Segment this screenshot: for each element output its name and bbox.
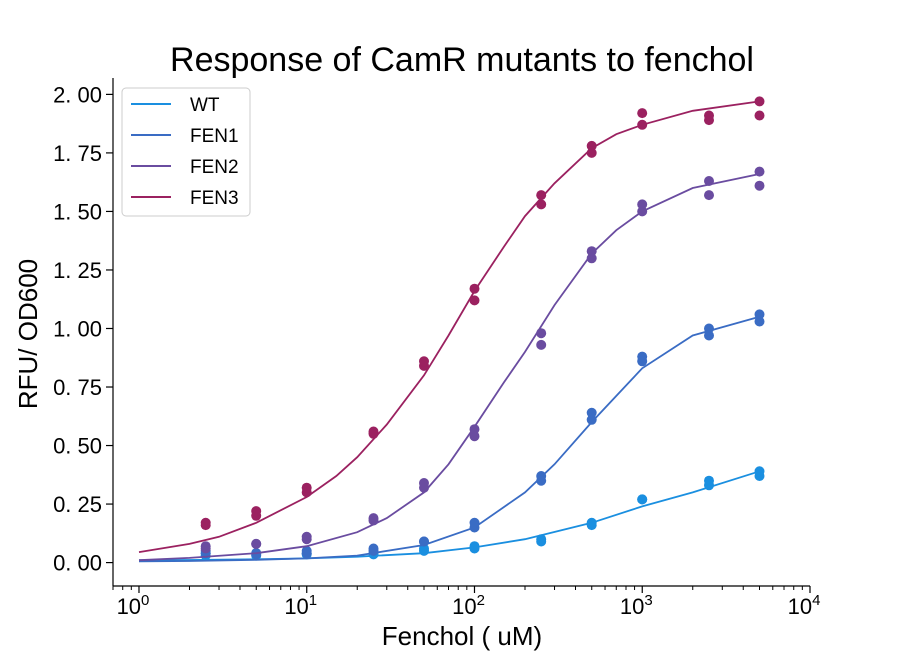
legend-box: [121, 87, 251, 217]
data-point: [637, 199, 648, 210]
y-tick-label: 0. 50: [53, 434, 102, 459]
y-tick-label: 1. 50: [53, 199, 102, 224]
y-tick-label: 1. 25: [53, 258, 102, 283]
data-point: [419, 536, 429, 547]
data-point: [419, 356, 429, 367]
data-point: [754, 110, 765, 121]
data-point: [368, 513, 379, 524]
fit-curve-fen3: [138, 100, 760, 553]
data-point: [368, 545, 379, 556]
data-point: [301, 531, 312, 542]
legend-label: FEN3: [190, 188, 239, 209]
series-fen2: [138, 166, 765, 562]
data-point: [368, 426, 379, 437]
data-point: [637, 494, 648, 505]
data-point: [754, 466, 765, 477]
legend-label: WT: [190, 95, 220, 116]
legend: WT FEN1 FEN2 FEN3: [121, 87, 251, 217]
data-point: [637, 108, 648, 119]
data-point: [586, 140, 597, 151]
data-point: [251, 538, 262, 549]
y-tick-label: 0. 75: [53, 375, 102, 400]
data-point: [754, 316, 765, 327]
data-point: [536, 328, 547, 339]
x-axis-ticks: 100 101 102 103 104: [112, 586, 821, 619]
data-point: [301, 482, 312, 493]
x-tick-label: 102: [452, 592, 485, 619]
data-point: [536, 339, 547, 350]
series-wt: [138, 466, 765, 562]
data-point: [469, 295, 480, 306]
data-point: [754, 96, 765, 107]
data-point: [754, 166, 765, 177]
x-tick-label: 103: [620, 592, 653, 619]
data-point: [586, 517, 597, 528]
data-point: [637, 119, 648, 130]
data-point: [754, 309, 765, 320]
x-axis-label: Fenchol ( uM): [382, 621, 542, 651]
data-point: [251, 549, 262, 560]
series-fen3: [138, 96, 765, 553]
data-point: [419, 478, 429, 488]
y-axis-ticks: 0. 00 0. 25 0. 50 0. 75 1. 00 1. 25 1. 50 1. 75…: [53, 82, 113, 576]
data-point: [704, 330, 714, 341]
data-point: [754, 180, 765, 191]
x-tick-label: 100: [117, 592, 150, 619]
data-point: [469, 424, 480, 435]
series-fen1: [138, 309, 765, 563]
fit-curve-fen2: [138, 173, 760, 562]
data-point: [704, 323, 714, 334]
data-point: [200, 543, 211, 554]
data-point: [469, 431, 480, 442]
data-point: [704, 110, 714, 121]
fit-curve-wt: [138, 470, 760, 562]
data-point: [536, 199, 547, 210]
data-point: [586, 414, 597, 425]
data-point: [637, 351, 648, 362]
data-point: [536, 190, 547, 201]
data-point: [704, 190, 714, 201]
y-tick-label: 1. 75: [53, 141, 102, 166]
data-point: [536, 471, 547, 481]
y-tick-label: 0. 25: [53, 492, 102, 517]
chart-title: Response of CamR mutants to fenchol: [170, 41, 754, 79]
plot-area: [138, 96, 765, 563]
data-point: [704, 475, 714, 486]
y-tick-label: 1. 00: [53, 316, 102, 341]
fit-curve-fen1: [138, 315, 760, 563]
y-tick-label: 2. 00: [53, 82, 102, 107]
x-tick-label: 101: [284, 592, 317, 619]
data-point: [586, 407, 597, 418]
y-tick-label: 0. 00: [53, 551, 102, 576]
data-point: [200, 517, 211, 528]
data-point: [536, 534, 547, 545]
data-point: [586, 246, 597, 257]
y-axis-label: RFU/ OD600: [13, 259, 43, 409]
data-point: [251, 506, 262, 517]
x-tick-label: 104: [788, 592, 821, 619]
data-point: [301, 548, 312, 559]
legend-label: FEN1: [190, 126, 239, 147]
data-point: [586, 253, 597, 264]
legend-label: FEN2: [190, 157, 239, 178]
data-point: [469, 517, 480, 528]
data-point: [637, 206, 648, 217]
data-point: [586, 147, 597, 158]
data-point: [704, 176, 714, 186]
data-point: [469, 541, 480, 552]
data-point: [469, 283, 480, 294]
